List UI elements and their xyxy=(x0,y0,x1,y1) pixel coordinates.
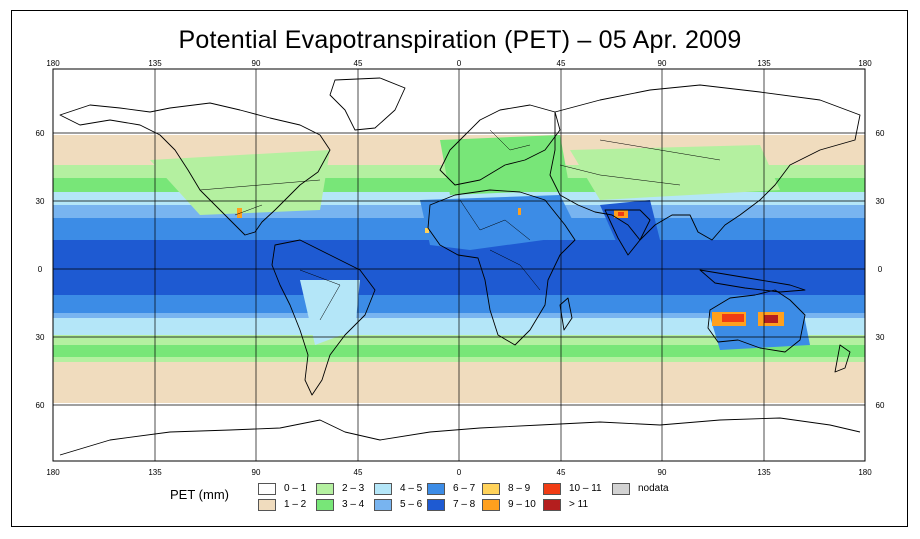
legend-swatch xyxy=(258,499,276,511)
lon-tick-top-label: 90 xyxy=(658,59,667,68)
lon-tick-top-label: 135 xyxy=(757,59,771,68)
pet-patch-south-america xyxy=(300,280,360,345)
legend-swatch xyxy=(543,483,561,495)
legend-swatch xyxy=(258,483,276,495)
country-borders xyxy=(199,129,721,321)
legend-swatch xyxy=(374,483,392,495)
coast-greenland xyxy=(329,77,406,131)
lon-ticks-top: 180 135 90 45 0 45 90 135 180 xyxy=(46,59,872,68)
legend-title: PET (mm) xyxy=(170,487,229,502)
lon-tick-top-label: 135 xyxy=(148,59,162,68)
lat-tick-left-label: 60 xyxy=(36,129,45,138)
lat-tick-right-label: 30 xyxy=(876,197,885,206)
legend-label: nodata xyxy=(638,483,669,494)
lat-tick-right-label: 30 xyxy=(876,333,885,342)
lon-tick-top-label: 180 xyxy=(46,59,60,68)
coast-asia xyxy=(549,84,861,241)
coast-africa xyxy=(427,189,576,346)
lat-tick-left-label: 0 xyxy=(38,265,43,274)
pet-hotspot-india-core xyxy=(618,212,624,216)
coast-europe xyxy=(439,104,561,186)
legend-swatch xyxy=(612,483,630,495)
legend-swatch xyxy=(482,483,500,495)
map-title: Potential Evapotranspiration (PET) – 05 … xyxy=(178,26,742,54)
coast-new-zealand xyxy=(834,344,851,373)
lon-tick-bottom-label: 90 xyxy=(252,468,261,477)
lat-tick-right-label: 60 xyxy=(876,401,885,410)
legend-label: 2 – 3 xyxy=(342,483,365,494)
legend-label: 8 – 9 xyxy=(508,483,531,494)
lon-tick-bottom-label: 180 xyxy=(46,468,60,477)
lat-tick-right-label: 0 xyxy=(878,265,883,274)
legend-swatch xyxy=(427,483,445,495)
legend-label: > 11 xyxy=(569,499,588,510)
legend-swatch xyxy=(427,499,445,511)
legend-label: 7 – 8 xyxy=(453,499,476,510)
coast-india xyxy=(604,209,651,256)
coast-north-america xyxy=(59,102,331,236)
pet-hotspot-mexico xyxy=(237,208,242,218)
legend-label: 0 – 1 xyxy=(284,483,307,494)
legend-swatch xyxy=(316,483,334,495)
lon-tick-top-label: 180 xyxy=(858,59,872,68)
legend-swatch xyxy=(374,499,392,511)
legend-label: 9 – 10 xyxy=(508,499,536,510)
coast-indonesia xyxy=(699,269,806,293)
figure-frame xyxy=(11,10,908,527)
pet-patch-asia-green xyxy=(570,145,780,200)
lat-tick-left-label: 30 xyxy=(36,197,45,206)
legend-label: 10 – 11 xyxy=(569,483,602,494)
legend-label: 5 – 6 xyxy=(400,499,423,510)
lon-tick-top-label: 0 xyxy=(457,59,462,68)
lon-tick-bottom-label: 180 xyxy=(858,468,872,477)
lon-tick-top-label: 45 xyxy=(557,59,566,68)
coast-south-america xyxy=(271,239,376,396)
lon-tick-top-label: 45 xyxy=(354,59,363,68)
lon-tick-bottom-label: 135 xyxy=(148,468,162,477)
lon-tick-bottom-label: 0 xyxy=(457,468,462,477)
lon-tick-bottom-label: 45 xyxy=(354,468,363,477)
graticule xyxy=(53,69,865,461)
lon-tick-bottom-label: 135 xyxy=(757,468,771,477)
coast-antarctica xyxy=(59,417,861,456)
pet-patch-australia-inland xyxy=(705,295,810,350)
lat-tick-right-label: 60 xyxy=(876,129,885,138)
lat-ticks-left: 60 30 0 30 60 xyxy=(36,129,45,410)
coast-madagascar xyxy=(559,297,573,331)
legend-swatch xyxy=(316,499,334,511)
pet-hotspot-sudan xyxy=(518,208,521,215)
pet-patch-sahara xyxy=(420,195,580,250)
lon-tick-top-label: 90 xyxy=(252,59,261,68)
pet-patch-north-america-green xyxy=(150,150,330,215)
legend-swatch xyxy=(543,499,561,511)
map-border xyxy=(52,68,866,462)
legend-label: 4 – 5 xyxy=(400,483,423,494)
lat-tick-left-label: 60 xyxy=(36,401,45,410)
coast-australia xyxy=(707,289,806,353)
coastlines xyxy=(59,77,861,456)
lon-tick-bottom-label: 45 xyxy=(557,468,566,477)
pet-hotspot-australia-west-core xyxy=(722,314,744,322)
legend-swatch xyxy=(482,499,500,511)
legend-label: 3 – 4 xyxy=(342,499,365,510)
lon-ticks-bottom: 180 135 90 45 0 45 90 135 180 xyxy=(46,468,872,477)
pet-hotspot-australia-east-core xyxy=(764,315,778,323)
lat-tick-left-label: 30 xyxy=(36,333,45,342)
legend-label: 6 – 7 xyxy=(453,483,476,494)
lat-ticks-right: 60 30 0 30 60 xyxy=(876,129,885,410)
lon-tick-bottom-label: 90 xyxy=(658,468,667,477)
legend-label: 1 – 2 xyxy=(284,499,307,510)
pet-hotspot-west-africa xyxy=(425,228,429,233)
